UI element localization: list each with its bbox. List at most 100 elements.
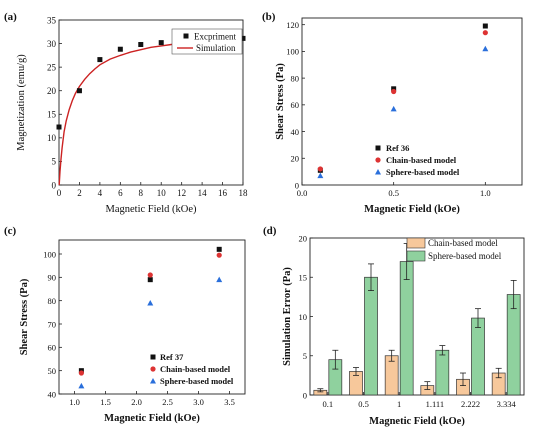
y-tick-label: 90 <box>48 273 57 283</box>
y-tick-label: 0 <box>303 390 307 400</box>
y-tick-label: 5 <box>52 157 57 167</box>
x-tick-label: 2.0 <box>131 397 142 407</box>
plot-frame <box>58 239 246 395</box>
x-axis-label: Magnetic Field (kOe) <box>104 413 200 424</box>
data-point-experiment <box>76 88 82 94</box>
bar-sphere <box>399 261 414 396</box>
legend-swatch-experiment <box>183 33 189 39</box>
data-point-chain-based-model <box>482 30 488 36</box>
data-point-experiment <box>117 46 123 52</box>
y-axis-label: Simulation Error (Pa) <box>282 267 293 366</box>
bar-sphere <box>471 317 485 396</box>
y-tick-label: 20 <box>299 233 308 243</box>
y-tick-label: 40 <box>291 127 300 137</box>
x-tick-label: 3.334 <box>497 399 517 409</box>
x-tick-label: 10 <box>157 188 167 198</box>
data-point-experiment <box>138 42 144 48</box>
data-point-ref-37 <box>147 277 153 283</box>
legend-swatch <box>375 157 381 163</box>
x-axis-label: Magnetic Field (kOe) <box>106 204 197 215</box>
y-tick-label: 100 <box>43 249 56 259</box>
data-point-sphere-based-model <box>390 105 397 112</box>
chart-b: 0.0 0.5 1.0 0 20 40 60 80 100 120 Magnetic Field (… <box>275 17 523 215</box>
y-tick-label: 60 <box>48 343 57 353</box>
y-tick-label: 80 <box>48 296 57 306</box>
bar-sphere <box>506 294 521 396</box>
y-tick-label: 80 <box>291 73 300 83</box>
series-line-simulation <box>58 38 244 186</box>
x-axis-label: Magnetic Field (kOe) <box>364 204 460 215</box>
x-tick-label: 18 <box>239 188 249 198</box>
data-point-sphere-based-model <box>317 172 324 179</box>
y-tick-label: 35 <box>47 15 57 25</box>
legend-label: Ref 36 <box>386 143 409 153</box>
legend-swatch <box>406 237 426 249</box>
y-tick-label: 20 <box>47 86 57 96</box>
y-tick-label: 15 <box>299 273 308 283</box>
data-point-experiment <box>240 35 246 41</box>
legend: Ref 36 Chain-based model Sphere-based mode… <box>375 143 460 177</box>
legend-label: Chain-based model <box>386 155 457 165</box>
legend-swatch <box>150 378 156 384</box>
x-tick-label: 16 <box>218 188 228 198</box>
x-tick-label: 4 <box>98 188 103 198</box>
panel-label-b: (b) <box>262 11 276 23</box>
data-point-chain-based-model <box>391 88 397 95</box>
x-tick-label: 1.0 <box>480 188 491 198</box>
legend-swatch <box>150 354 156 360</box>
y-tick-label: 60 <box>291 100 300 110</box>
y-tick-label: 10 <box>299 312 308 322</box>
y-axis-label: Shear Stress (Pa) <box>275 63 286 140</box>
x-tick-label: 8 <box>139 188 144 198</box>
legend-label-simulation: Simulation <box>196 43 236 53</box>
x-tick-label: 1 <box>397 399 401 409</box>
y-tick-label: 10 <box>47 133 57 143</box>
bar-sphere <box>435 349 450 396</box>
y-axis-label: Magnetization (emu/g) <box>16 54 27 151</box>
data-point-experiment <box>56 124 62 130</box>
x-tick-label: 0.1 <box>323 399 334 409</box>
data-point-sphere-based-model <box>482 45 489 52</box>
panel-label-d: (d) <box>263 225 277 237</box>
legend-swatch <box>150 366 156 372</box>
chart-c: 1.0 1.5 2.0 2.5 3.0 3.5 40 50 60 70 80 90 100 Magneti… <box>19 239 246 424</box>
legend-box <box>171 28 243 55</box>
legend-label-experiment: Excpriment <box>194 32 236 42</box>
x-tick-label: 0.5 <box>388 188 399 198</box>
data-point-ref-37 <box>216 246 222 252</box>
x-tick-label: 2.5 <box>162 397 173 407</box>
x-tick-label: 3.5 <box>224 397 235 407</box>
x-tick-label: 0.0 <box>297 188 308 198</box>
data-point-ref-36 <box>391 86 397 92</box>
legend-swatch <box>375 145 381 151</box>
x-tick-label: 1.5 <box>100 397 111 407</box>
data-point-sphere-based-model <box>147 300 154 306</box>
x-tick-label: 6 <box>118 188 123 198</box>
legend-label: Chain-based model <box>160 364 231 374</box>
data-point-chain-based-model <box>216 252 222 258</box>
y-tick-label: 0 <box>295 180 299 190</box>
y-axis-label: Shear Stress (Pa) <box>19 278 30 355</box>
data-point-chain-based-model <box>317 166 323 172</box>
data-point-ref-36 <box>482 23 488 29</box>
y-tick-label: 70 <box>48 319 57 329</box>
y-tick-label: 120 <box>286 20 299 30</box>
x-axis-label: Magnetic Field (kOe) <box>369 416 465 427</box>
legend-label: Sphere-based model <box>428 251 502 261</box>
legend-label: Sphere-based model <box>160 376 234 386</box>
y-tick-label: 40 <box>48 389 57 399</box>
data-point-chain-based-model <box>147 272 153 278</box>
x-tick-label: 0 <box>57 188 62 198</box>
data-point-sphere-based-model <box>216 276 223 283</box>
y-tick-label: 20 <box>291 154 300 164</box>
chart-d: 0 5 10 15 20 0.1 0.5 1 1.111 2.222 3.334 Magnetic F… <box>282 233 525 427</box>
x-tick-label: 2 <box>77 188 82 198</box>
y-tick-label: 0 <box>52 180 57 190</box>
legend-label: Ref 37 <box>160 352 184 362</box>
panel-label-a: (a) <box>4 11 17 23</box>
legend-swatch <box>375 169 381 175</box>
x-tick-label: 3.0 <box>193 397 204 407</box>
x-tick-label: 12 <box>177 188 186 198</box>
